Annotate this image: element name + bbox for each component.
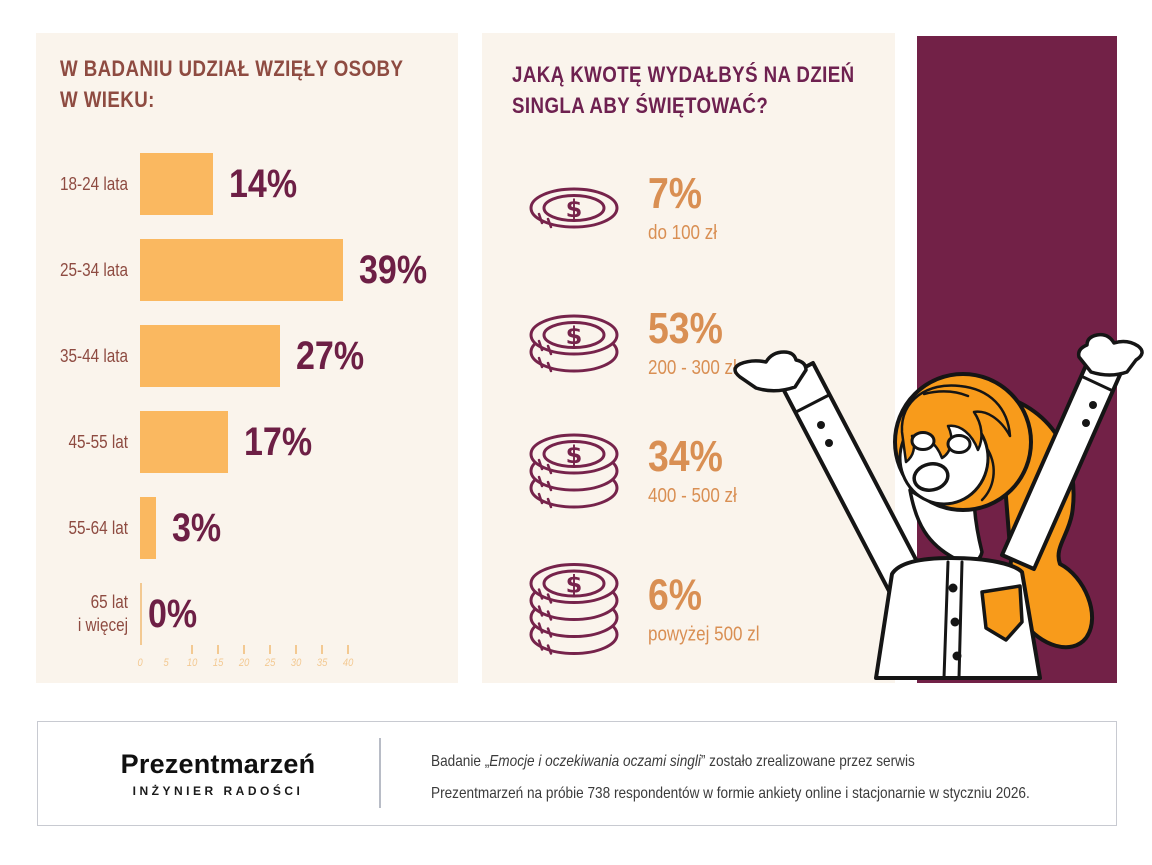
svg-text:$: $ (566, 195, 583, 223)
bar-row: 25-34 lata 39% (36, 239, 458, 301)
coin-percent: 34% (648, 432, 723, 481)
study-note-prefix: Badanie „ (431, 753, 490, 770)
spending-title-line1: JAKĄ KWOTĘ WYDAŁBYŚ NA DZIEŃ (512, 62, 855, 87)
coin-range-label: do 100 zł (648, 222, 717, 244)
footer-bar: Prezentmarzeń INŻYNIER RADOŚCI Badanie „… (37, 721, 1117, 826)
footer-divider (379, 738, 381, 808)
x-tick-mark (191, 645, 193, 654)
bar-category-label: 55-64 lat (68, 517, 128, 538)
x-tick-label: 35 (316, 657, 328, 669)
x-tick-mark (321, 645, 323, 654)
bar (140, 497, 156, 559)
left-arm (777, 361, 925, 593)
bar-category-label: 18-24 lata (59, 173, 128, 194)
study-note-line2: Prezentmarzeń na próbie 738 respondentów… (431, 785, 1030, 802)
age-chart-title-line1: W BADANIU UDZIAŁ WZIĘŁY OSOBY (60, 56, 404, 81)
coin-stack-icon: $ (529, 563, 619, 655)
study-note-suffix: ” zostało zrealizowane przez serwis (700, 753, 915, 770)
x-axis-line (140, 583, 142, 645)
bar-category-label: 45-55 lat (68, 431, 128, 452)
right-hand (1076, 332, 1144, 377)
age-chart-title: W BADANIU UDZIAŁ WZIĘŁY OSOBY W WIEKU: (60, 53, 464, 115)
brand-logo-subtitle: INŻYNIER RADOŚCI (132, 784, 304, 798)
bar-category-label: 65 lat i więcej (77, 592, 128, 635)
svg-text:$: $ (566, 441, 583, 469)
x-tick-mark (269, 645, 271, 654)
coin-stack-icon: $ (529, 433, 619, 509)
coin-row: $ 34% 400 - 500 zł (526, 431, 753, 511)
bar-value: 17% (244, 419, 313, 464)
x-tick-label: 10 (186, 657, 198, 669)
x-tick-label: 30 (290, 657, 302, 669)
study-note-title: Emocje i oczekiwania oczami singli (489, 753, 701, 770)
coin-percent: 7% (648, 169, 703, 218)
x-tick-mark (217, 645, 219, 654)
coin-text: 7% do 100 zł (648, 171, 729, 245)
bar-row: 18-24 lata 14% (36, 153, 458, 215)
x-tick-label: 40 (342, 657, 354, 669)
coin-percent: 6% (648, 570, 703, 619)
mouth (912, 462, 950, 492)
left-eye (910, 431, 936, 451)
age-chart-panel: W BADANIU UDZIAŁ WZIĘŁY OSOBY W WIEKU: 1… (36, 33, 458, 683)
bar-value: 14% (229, 161, 298, 206)
coin-range-label: 200 - 300 zł (648, 357, 737, 379)
x-tick-label: 0 (137, 657, 143, 669)
coin-percent: 53% (648, 304, 723, 353)
brand-logo: Prezentmarzeń INŻYNIER RADOŚCI (38, 722, 398, 825)
coin-range-label: powyżej 500 zl (648, 623, 760, 645)
x-tick-mark (347, 645, 349, 654)
coin-stack-icon: $ (529, 314, 619, 372)
bar (140, 153, 213, 215)
coin-row: $ 6% powyżej 500 zl (526, 561, 779, 658)
bar-row: 55-64 lat 3% (36, 497, 458, 559)
bar-value: 3% (172, 505, 222, 550)
spending-title: JAKĄ KWOTĘ WYDAŁBYŚ NA DZIEŃ SINGLA ABY … (512, 59, 915, 121)
svg-text:$: $ (566, 322, 583, 350)
bar (140, 239, 343, 301)
coin-text: 34% 400 - 500 zł (648, 434, 753, 508)
bar-value: 27% (296, 333, 365, 378)
bar-category-label: 35-44 lata (59, 345, 128, 366)
coin-row: $ 53% 200 - 300 zł (526, 306, 753, 380)
bar-value: 0% (148, 591, 198, 636)
spending-panel: JAKĄ KWOTĘ WYDAŁBYŚ NA DZIEŃ SINGLA ABY … (482, 33, 895, 683)
bar-category-label: 25-34 lata (59, 259, 128, 280)
cheering-woman-illustration (733, 332, 1144, 680)
bar-value: 39% (359, 247, 428, 292)
bar-row: 65 lat i więcej 0% (36, 583, 458, 645)
bar (140, 411, 228, 473)
x-tick-label: 15 (212, 657, 224, 669)
coin-text: 53% 200 - 300 zł (648, 306, 753, 380)
coin-text: 6% powyżej 500 zl (648, 572, 779, 646)
coin-range-label: 400 - 500 zł (648, 485, 737, 507)
x-tick-label: 25 (264, 657, 276, 669)
svg-text:$: $ (566, 571, 583, 599)
x-tick-label: 5 (163, 657, 169, 669)
age-chart-title-line2: W WIEKU: (60, 87, 155, 112)
shirt-pocket (980, 584, 1024, 642)
study-note: Badanie „Emocje i oczekiwania oczami sin… (431, 746, 1135, 810)
bar-row: 45-55 lat 17% (36, 411, 458, 473)
bar (140, 325, 280, 387)
right-eye (946, 434, 972, 454)
spending-title-line2: SINGLA ABY ŚWIĘTOWAĆ? (512, 93, 769, 118)
bar-row: 35-44 lata 27% (36, 325, 458, 387)
brand-logo-title: Prezentmarzeń (120, 749, 316, 779)
x-tick-mark (295, 645, 297, 654)
x-tick-label: 20 (238, 657, 250, 669)
x-tick-mark (243, 645, 245, 654)
coin-stack-icon: $ (529, 187, 619, 229)
left-hand (733, 350, 808, 393)
coin-row: $ 7% do 100 zł (526, 171, 729, 245)
